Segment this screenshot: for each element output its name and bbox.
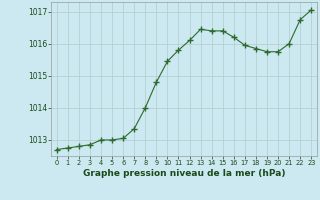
X-axis label: Graphe pression niveau de la mer (hPa): Graphe pression niveau de la mer (hPa): [83, 169, 285, 178]
